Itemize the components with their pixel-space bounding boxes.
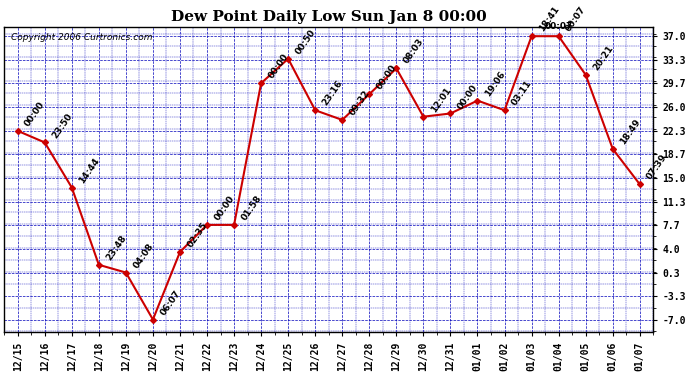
Text: 01:58: 01:58 — [239, 194, 264, 222]
Text: 02:35: 02:35 — [186, 220, 209, 249]
Text: 09:32: 09:32 — [348, 88, 372, 117]
Text: 07:39: 07:39 — [645, 153, 669, 182]
Text: 19:06: 19:06 — [483, 69, 507, 98]
Text: 00:07: 00:07 — [564, 5, 588, 33]
Text: 18:41: 18:41 — [537, 5, 561, 33]
Text: 23:50: 23:50 — [50, 111, 74, 140]
Text: 20:21: 20:21 — [591, 44, 615, 72]
Title: Dew Point Daily Low Sun Jan 8 00:00: Dew Point Daily Low Sun Jan 8 00:00 — [171, 10, 486, 24]
Text: 00:50: 00:50 — [294, 28, 317, 56]
Text: 00:00: 00:00 — [266, 52, 290, 80]
Text: 00:00: 00:00 — [375, 63, 398, 92]
Text: 00:00: 00:00 — [23, 100, 47, 128]
Text: 23:16: 23:16 — [321, 79, 344, 108]
Text: 03:11: 03:11 — [510, 79, 534, 108]
Text: 14:44: 14:44 — [77, 156, 101, 185]
Text: 04:08: 04:08 — [131, 241, 155, 270]
Text: 00:00: 00:00 — [456, 82, 480, 111]
Text: 06:07: 06:07 — [159, 288, 182, 317]
Text: 23:48: 23:48 — [104, 233, 128, 262]
Text: 00:07: 00:07 — [544, 22, 573, 31]
Text: 00:00: 00:00 — [213, 194, 236, 222]
Text: Copyright 2006 Curtronics.com: Copyright 2006 Curtronics.com — [10, 33, 152, 42]
Text: 18:49: 18:49 — [618, 117, 642, 146]
Text: 12:01: 12:01 — [429, 86, 453, 114]
Text: 08:03: 08:03 — [402, 37, 426, 66]
